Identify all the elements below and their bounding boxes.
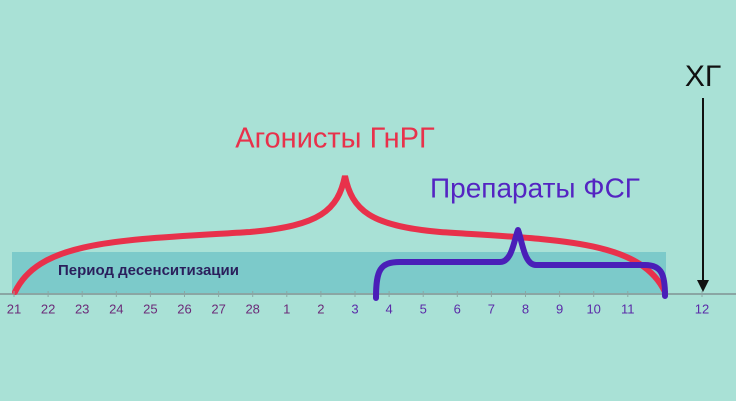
fsh-brace — [373, 227, 668, 301]
day-label: 26 — [177, 301, 191, 316]
day-label: 6 — [454, 301, 461, 316]
day-label: 1 — [283, 301, 290, 316]
day-label: 22 — [41, 301, 55, 316]
period-label: Период десенситизации — [58, 262, 239, 279]
day-label: 24 — [109, 301, 123, 316]
day-label: 27 — [211, 301, 225, 316]
day-label: 4 — [385, 301, 392, 316]
day-label: 8 — [522, 301, 529, 316]
day-label: 12 — [695, 301, 709, 316]
day-label: 28 — [245, 301, 259, 316]
day-label: 5 — [420, 301, 427, 316]
agonists-label: Агонисты ГнРГ — [235, 123, 435, 155]
desensitization-band — [12, 252, 666, 293]
hcg-label: ХГ — [685, 60, 721, 93]
day-label: 21 — [7, 301, 21, 316]
day-label: 11 — [621, 301, 635, 316]
day-label: 9 — [556, 301, 563, 316]
fsh-label: Препараты ФСГ — [430, 172, 640, 203]
day-label: 25 — [143, 301, 157, 316]
day-label: 7 — [488, 301, 495, 316]
agonists-brace — [12, 175, 668, 295]
day-label: 23 — [75, 301, 89, 316]
hcg-arrowhead — [697, 280, 709, 292]
day-label: 3 — [351, 301, 358, 316]
day-label: 10 — [586, 301, 600, 316]
day-label: 2 — [317, 301, 324, 316]
day-axis: 21222324252627281234567891011121 — [7, 291, 709, 316]
